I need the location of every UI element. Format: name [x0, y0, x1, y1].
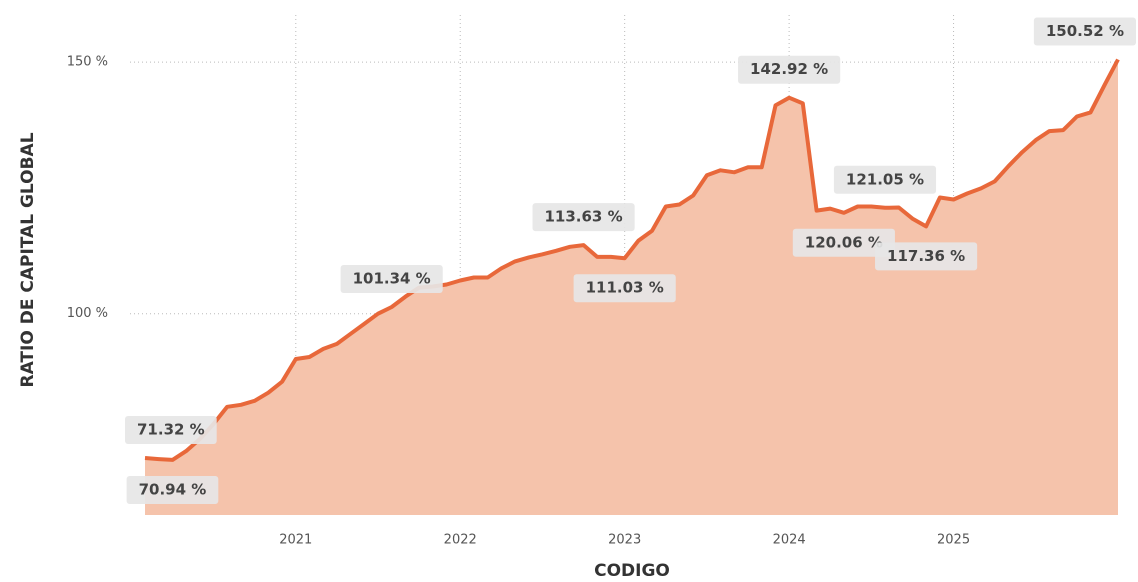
data-label-text: 150.52 % [1046, 22, 1124, 40]
x-axis-title: CODIGO [594, 561, 670, 581]
data-label-box [738, 55, 841, 84]
data-label-box [340, 264, 443, 293]
data-label: 101.34 % [340, 264, 443, 293]
x-tick-label: 2021 [279, 533, 312, 548]
data-label: 117.36 % [875, 242, 978, 271]
data-label-text: 70.94 % [139, 480, 207, 498]
y-tick-label: 150 % [67, 55, 108, 70]
data-label: 121.05 % [833, 165, 937, 194]
data-label: 111.03 % [573, 274, 676, 303]
data-label: 150.52 % [1033, 17, 1136, 46]
data-label-text: 111.03 % [586, 279, 664, 297]
data-label-box [1033, 17, 1136, 46]
data-label: 120.06 % [792, 228, 895, 257]
x-tick-label: 2025 [937, 533, 970, 548]
x-tick-label: 2024 [773, 533, 806, 548]
x-tick-label: 2023 [608, 533, 641, 548]
data-label-box [875, 242, 978, 271]
data-label-box [125, 416, 217, 445]
x-tick-label: 2022 [444, 533, 477, 548]
data-label: 71.32 % [125, 416, 217, 445]
data-label-text: 120.06 % [805, 233, 883, 251]
data-label-box [792, 228, 895, 257]
y-axis-title: RATIO DE CAPITAL GLOBAL [18, 132, 38, 387]
data-label-text: 121.05 % [846, 170, 924, 188]
data-label-box [532, 203, 635, 232]
data-label-text: 101.34 % [353, 269, 431, 287]
data-label: 113.63 % [532, 203, 635, 232]
data-label-text: 117.36 % [887, 247, 965, 265]
data-label-box [573, 274, 676, 303]
data-label-box [833, 165, 937, 194]
data-label: 70.94 % [126, 475, 219, 504]
y-tick-label: 100 % [67, 306, 108, 321]
data-label-text: 113.63 % [544, 208, 622, 226]
data-label-text: 142.92 % [750, 60, 828, 78]
line [144, 58, 1120, 462]
data-label: 142.92 % [738, 55, 841, 84]
data-label-box [126, 475, 219, 504]
data-label-text: 71.32 % [137, 421, 205, 439]
